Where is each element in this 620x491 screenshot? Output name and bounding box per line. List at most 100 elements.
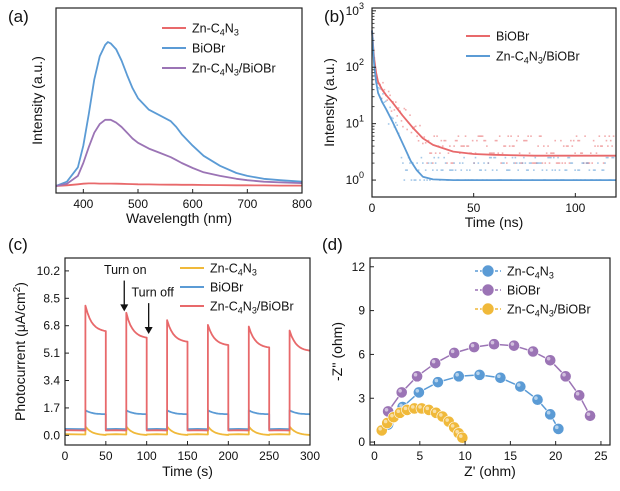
panel-b-series-1-point	[422, 162, 424, 164]
panel-b-series-1-point	[570, 162, 572, 164]
panel-b-series-0-point	[498, 135, 501, 137]
panel-b-series-1-point	[392, 117, 394, 120]
panel-b-series-0-point	[518, 152, 521, 154]
panel-a-letter: (a)	[8, 7, 29, 26]
panel-b-ytick-label: 100	[346, 170, 364, 187]
panel-b-series-1-point	[427, 162, 430, 164]
panel-b-series-1-point	[394, 121, 397, 124]
panel-b-series-1-point	[413, 179, 416, 181]
panel-b-series-0-point	[491, 152, 494, 154]
panel-a-series-1-legend-label-part: BiOBr	[192, 42, 225, 56]
panel-c-series-1-legend-label: BiOBr	[210, 281, 243, 295]
panel-b-series-0-point	[457, 135, 460, 137]
panel-d-frame	[369, 257, 611, 446]
panel-b-series-1-point	[480, 169, 482, 171]
panel-d-series-1-point-highlight	[490, 340, 495, 345]
panel-d-series-1-legend-label-part: BiOBr	[507, 284, 540, 298]
panel-b-series-1-point	[568, 156, 571, 159]
panel-a-series-2-legend-label-part: Zn-C	[192, 62, 220, 76]
panel-d-ytick-label: 9	[358, 304, 365, 318]
panel-b-series-0-point	[554, 139, 557, 142]
panel-b-ytick-exponent: 3	[359, 1, 364, 11]
panel-b-series-1-point	[518, 162, 521, 164]
panel-b-series-0-point	[396, 115, 399, 117]
panel-b-series-0-point	[383, 88, 386, 91]
panel-b-series-1-point	[501, 162, 504, 164]
panel-b-series-1-point	[545, 169, 548, 171]
panel-b-series-0-point	[382, 81, 384, 84]
panel-d-series-2-point-highlight	[403, 406, 408, 411]
panel-b-series-1-point	[612, 156, 615, 159]
panel-d-series-1-point	[468, 341, 481, 354]
panel-d-series-2-point-highlight	[432, 409, 437, 414]
panel-b-series-1-point	[473, 162, 475, 164]
panel-b-series-0-point	[476, 139, 478, 142]
panel-b-series-1-point	[551, 169, 554, 171]
panel-b-series-1-point	[463, 156, 465, 159]
panel-b-series-0-point	[413, 126, 416, 128]
panel-b-series-0-point	[463, 145, 465, 147]
panel-b-series-1-point	[494, 156, 497, 159]
panel-b-series-1-legend-label-part: 4	[524, 56, 529, 66]
panel-c-xtick-label: 50	[99, 449, 113, 463]
panel-b-series-0-point	[433, 135, 436, 137]
panel-b-series-1-point	[508, 169, 511, 171]
panel-d-series-1-point-highlight	[562, 372, 566, 377]
panel-b-series-0-point	[419, 124, 421, 127]
panel-a-xtick-label: 600	[183, 197, 203, 211]
panel-b-series-1-point	[483, 162, 485, 164]
panel-b-series-0-point	[591, 162, 594, 164]
panel-b-series-0-point	[451, 162, 454, 164]
panel-c-series-2-line	[64, 304, 311, 432]
panel-d-series-2-point-highlight	[418, 405, 422, 409]
panel-c-ytick-label: 8.5	[43, 291, 60, 305]
panel-b-series-1-point	[490, 156, 492, 159]
panel-c-ytick-label: 0.0	[43, 428, 60, 442]
panel-d-series-0-legend-label: Zn-C4N3	[507, 265, 554, 281]
panel-d-series-0-point	[494, 371, 507, 384]
panel-b-series-1-point	[524, 162, 527, 164]
panel-b-series-1-point	[474, 156, 477, 159]
panel-b-series-0-point	[511, 145, 514, 147]
panel-c-xlabel: Time (s)	[162, 463, 213, 479]
panel-b-series-0-point	[406, 128, 408, 131]
panel-a-xtick-label: 400	[73, 197, 93, 211]
panel-b-series-1-point	[607, 156, 609, 159]
panel-d-series-1-point-highlight	[470, 343, 475, 348]
panel-a-series-2-line	[55, 118, 303, 187]
panel-d-series-2-point-highlight	[425, 406, 430, 411]
panel-c-series-2-legend-label-part: Zn-C	[210, 300, 238, 314]
panel-b-series-1-point	[487, 162, 490, 164]
panel-b-series-1-point	[567, 156, 569, 159]
panel-c-xtick-label: 150	[177, 449, 197, 463]
panel-b-series-0-point	[443, 139, 445, 142]
panel-a-frame	[55, 7, 303, 194]
panel-b-series-1-point	[377, 86, 380, 89]
panel-b-series-1-point	[450, 169, 453, 171]
panel-b-series-0-point	[540, 135, 542, 137]
panel-b-series-1-legend-label-part: 3	[538, 56, 543, 66]
panel-d-series-0-point	[413, 386, 425, 399]
panel-b-series-1-point	[491, 169, 494, 171]
panel-b-series-1-point	[611, 156, 613, 159]
panel-b-series-1-point	[414, 179, 417, 181]
panel-b-xtick-label: 50	[467, 201, 481, 215]
panel-d-ytick-label: 12	[352, 260, 366, 274]
panel-d-series-0-legend-label-part: 3	[549, 271, 554, 281]
panel-b-series-1-point	[423, 179, 426, 181]
panel-b-series-1-point	[402, 162, 404, 164]
panel-b-series-0-point	[467, 145, 470, 147]
panel-b-series-1-point	[404, 169, 407, 171]
panel-b-series-1-point	[436, 169, 438, 171]
panel-b-series-0-point	[562, 145, 565, 147]
panel-b-series-0-point	[594, 145, 596, 147]
panel-b-series-0-point	[609, 139, 612, 142]
panel-d-series-2-point-highlight	[439, 413, 443, 417]
panel-d-series-0-point	[452, 370, 465, 383]
panel-b-series-1-point	[601, 169, 603, 171]
panel-d-series-2-legend-swatch-marker	[481, 302, 495, 316]
panel-b-series-1-point	[571, 162, 574, 164]
panel-b-series-1-point	[558, 169, 561, 171]
panel-b-series-1-point	[444, 162, 447, 164]
panel-b-series-1-point	[429, 179, 431, 181]
